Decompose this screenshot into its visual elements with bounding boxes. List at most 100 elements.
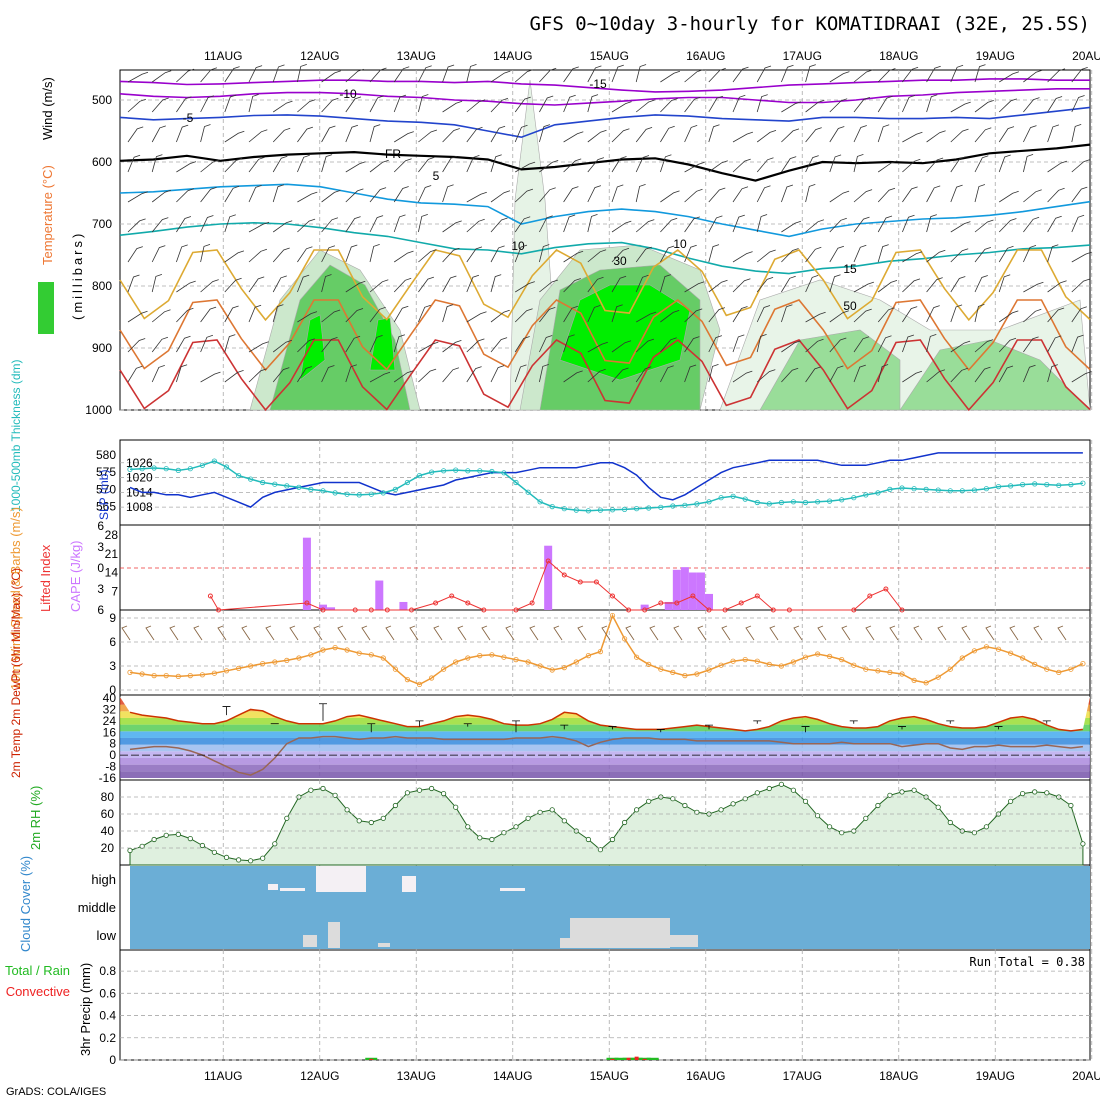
- wind-speed-line-point: [368, 652, 374, 658]
- wind-barb: [418, 129, 438, 143]
- thickness-line-point: [790, 499, 797, 505]
- cloud-block: [560, 938, 570, 948]
- cape-bar: [705, 593, 713, 610]
- thickness-line-point: [248, 476, 254, 482]
- contour-label: -15: [589, 77, 607, 91]
- thickness-line-point: [730, 493, 736, 499]
- wind-barb: [805, 338, 824, 353]
- wind-barb: [635, 155, 650, 173]
- cape-bar: [399, 601, 408, 610]
- wind-speed-line-point: [296, 655, 302, 661]
- rh-point: [344, 807, 350, 813]
- wind-barb: [393, 131, 414, 143]
- wind-barb: [635, 99, 655, 113]
- temp-tick: 40: [103, 691, 117, 705]
- thickness-line-point: [380, 490, 386, 496]
- wind-barb: [756, 185, 771, 203]
- wind-barb: [877, 335, 892, 353]
- wind-barb: [902, 214, 915, 233]
- wind-barb: [563, 158, 582, 173]
- wind-barb: [732, 94, 746, 113]
- isotherm-10: [119, 221, 1091, 275]
- thickness-line-point: [1056, 482, 1062, 488]
- thickness-line-point: [1007, 483, 1014, 489]
- rh-point: [778, 781, 785, 787]
- wind-barb: [635, 366, 652, 383]
- wind-barb: [732, 158, 751, 173]
- panel-frame-2: [119, 524, 1091, 611]
- wind-barb: [466, 99, 486, 113]
- rh-point: [694, 809, 700, 815]
- lifted-index-point: [626, 607, 632, 613]
- rh-point: [465, 824, 471, 830]
- lifted-index-point: [561, 572, 567, 578]
- rh-point: [489, 836, 495, 843]
- contour-label: 10: [673, 237, 687, 251]
- wind-speed-line-point: [440, 666, 447, 672]
- rh-point: [284, 815, 290, 821]
- wind-barb: [926, 305, 940, 323]
- wind-barb: [587, 185, 602, 203]
- precip-convective-bar: [634, 1056, 639, 1060]
- wind-barb: [1047, 160, 1068, 173]
- wind-barb: [442, 220, 462, 233]
- isotherm--10: [119, 88, 1090, 106]
- wind-barb: [539, 307, 556, 323]
- wind-speed-line-point: [802, 654, 809, 660]
- wind-barb: [660, 98, 678, 113]
- thickness-line-point: [501, 470, 507, 476]
- wind-barb: [684, 244, 697, 263]
- pressure-tick: 900: [92, 341, 112, 355]
- cape-bar: [327, 607, 336, 610]
- wind-barb: [466, 338, 485, 353]
- wind-barb: [151, 245, 166, 263]
- wind-barb: [127, 274, 140, 293]
- wind-barb: [1023, 216, 1040, 233]
- wind-barb: [708, 364, 719, 383]
- wind-barb: [684, 336, 700, 353]
- thickness-line-point: [585, 508, 592, 514]
- wind-barb: [829, 310, 849, 323]
- thickness-line-point: [175, 467, 181, 473]
- wind-speed-line-point: [983, 644, 990, 650]
- lifted-index-point: [851, 607, 857, 613]
- thickness-line-point: [272, 481, 278, 487]
- wind-barb: [224, 277, 242, 293]
- wind-barb: [829, 245, 845, 263]
- thickness-line-point: [971, 487, 978, 493]
- wind-barb: [490, 125, 506, 143]
- wind-speed-line-point: [380, 655, 386, 661]
- wind-barb: [200, 244, 211, 263]
- lifted-index-point: [883, 586, 889, 592]
- wind-barb: [490, 365, 505, 383]
- surface-wind-barb: [409, 625, 419, 641]
- wind-barb: [926, 65, 941, 83]
- precip-tick: 0.2: [99, 1031, 116, 1045]
- thickness-axis-label: 1000-500mb Thickness (dm): [9, 359, 23, 512]
- wind-barb: [1023, 245, 1037, 263]
- precip-tick: 0.4: [99, 1009, 116, 1023]
- wind-speed-line-point: [1044, 666, 1050, 672]
- wind-barb: [587, 341, 608, 353]
- wind-speed-line-point: [211, 670, 217, 676]
- rh-point: [621, 819, 628, 826]
- minmax-whisker: [994, 726, 1003, 730]
- wind-barb: [563, 278, 581, 293]
- temp-color-band: [120, 757, 1090, 765]
- pressure-tick: 700: [92, 217, 112, 231]
- wind-barb: [297, 99, 316, 113]
- rh-point: [561, 818, 567, 824]
- wind-barb: [587, 129, 607, 143]
- thickness-line-point: [356, 492, 362, 498]
- wind-speed-line-point: [597, 648, 604, 655]
- wind-barb: [466, 126, 483, 143]
- isotherm--5: [119, 106, 1091, 139]
- contour-label: 10: [511, 239, 525, 253]
- rh-point: [260, 855, 266, 861]
- wind-barb: [684, 281, 705, 293]
- wind-barb: [998, 190, 1019, 203]
- wind-barb: [853, 216, 870, 233]
- thickness-line-point: [573, 507, 579, 513]
- surface-wind-barb: [865, 625, 875, 641]
- wind-barb: [151, 97, 169, 113]
